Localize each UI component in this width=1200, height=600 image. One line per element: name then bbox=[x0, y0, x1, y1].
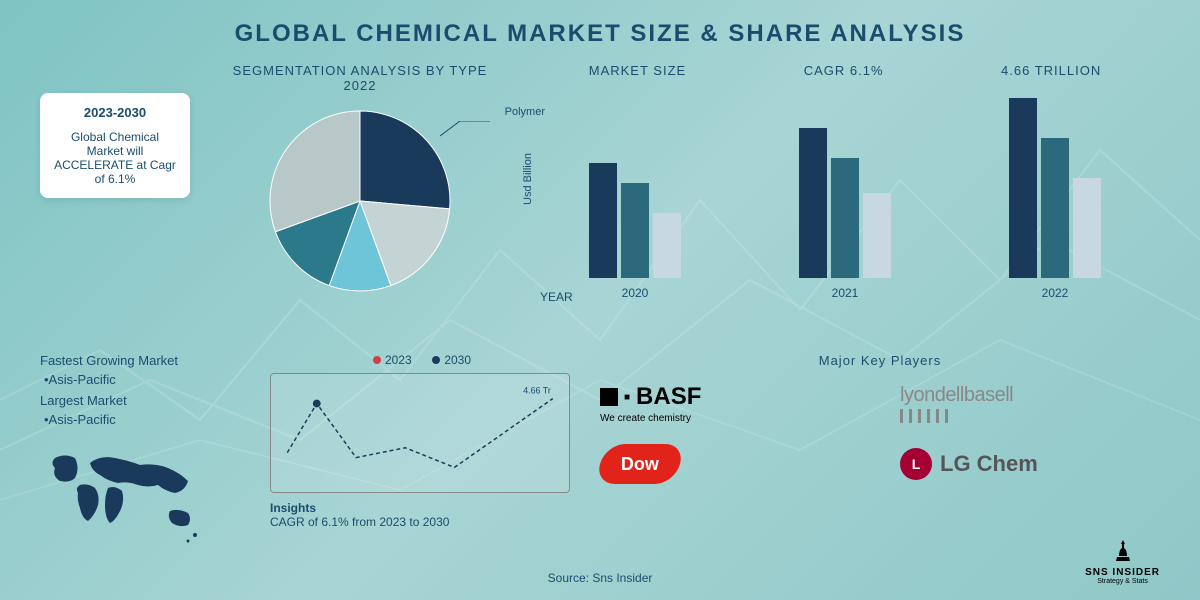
logo-dow: Dow bbox=[595, 444, 686, 484]
pie-leader-line bbox=[440, 121, 500, 151]
bars-x-title: YEAR bbox=[540, 290, 573, 304]
bars-h1: MARKET SIZE bbox=[589, 63, 686, 78]
world-map-icon bbox=[40, 443, 220, 563]
bar-x-label: 2021 bbox=[832, 286, 859, 300]
players-title: Major Key Players bbox=[600, 353, 1160, 368]
bars-y-label: Usd Billion bbox=[522, 153, 534, 205]
pie-title: SEGMENTATION ANALYSIS BY TYPE 2022 bbox=[220, 63, 500, 93]
large-heading: Largest Market bbox=[40, 393, 240, 408]
line-chart-section: 2023 2030 4.66 Tr Insights CAGR of 6.1% … bbox=[270, 353, 570, 566]
line-chart: 4.66 Tr bbox=[270, 373, 570, 493]
bar bbox=[1041, 138, 1069, 278]
large-value: •Asis-Pacific bbox=[44, 412, 240, 427]
bars-h3: 4.66 TRILLION bbox=[1001, 63, 1101, 78]
bar bbox=[653, 213, 681, 278]
fast-heading: Fastest Growing Market bbox=[40, 353, 240, 368]
logo-lgchem: L LG Chem bbox=[900, 448, 1160, 480]
logo-basf: ■ BASF We create chemistry bbox=[600, 383, 860, 424]
pie-chart-section: SEGMENTATION ANALYSIS BY TYPE 2022 Polym… bbox=[220, 63, 500, 343]
info-text: Global Chemical Market will ACCELERATE a… bbox=[52, 130, 178, 186]
bar-group bbox=[1009, 98, 1101, 278]
fast-value: •Asis-Pacific bbox=[44, 372, 240, 387]
pie-chart bbox=[260, 101, 460, 301]
bar-x-label: 2020 bbox=[622, 286, 649, 300]
insights-title: Insights bbox=[270, 501, 570, 515]
page-title: GLOBAL CHEMICAL MARKET SIZE & SHARE ANAL… bbox=[40, 20, 1160, 48]
basf-square-icon bbox=[600, 388, 618, 406]
bar-x-label: 2022 bbox=[1042, 286, 1069, 300]
bar bbox=[621, 183, 649, 278]
info-box: 2023-2030 Global Chemical Market will AC… bbox=[40, 93, 190, 198]
insights-text: CAGR of 6.1% from 2023 to 2030 bbox=[270, 515, 449, 529]
bar bbox=[799, 128, 827, 278]
bars-h2: CAGR 6.1% bbox=[804, 63, 884, 78]
region-section: Fastest Growing Market •Asis-Pacific Lar… bbox=[40, 353, 240, 566]
lg-circle-icon: L bbox=[900, 448, 932, 480]
bar-group bbox=[589, 163, 681, 278]
bar bbox=[589, 163, 617, 278]
info-period: 2023-2030 bbox=[52, 105, 178, 120]
key-players-section: Major Key Players ■ BASF We create chemi… bbox=[600, 353, 1160, 566]
logo-lyondellbasell: lyondellbasell bbox=[900, 384, 1160, 423]
bar bbox=[1009, 98, 1037, 278]
bar bbox=[863, 193, 891, 278]
bar-group bbox=[799, 128, 891, 278]
bar bbox=[1073, 178, 1101, 278]
line-legend: 2023 2030 bbox=[270, 353, 570, 367]
bar-chart-section: MARKET SIZE CAGR 6.1% 4.66 TRILLION Usd … bbox=[530, 63, 1160, 343]
svg-text:4.66 Tr: 4.66 Tr bbox=[523, 386, 551, 396]
bar bbox=[831, 158, 859, 278]
